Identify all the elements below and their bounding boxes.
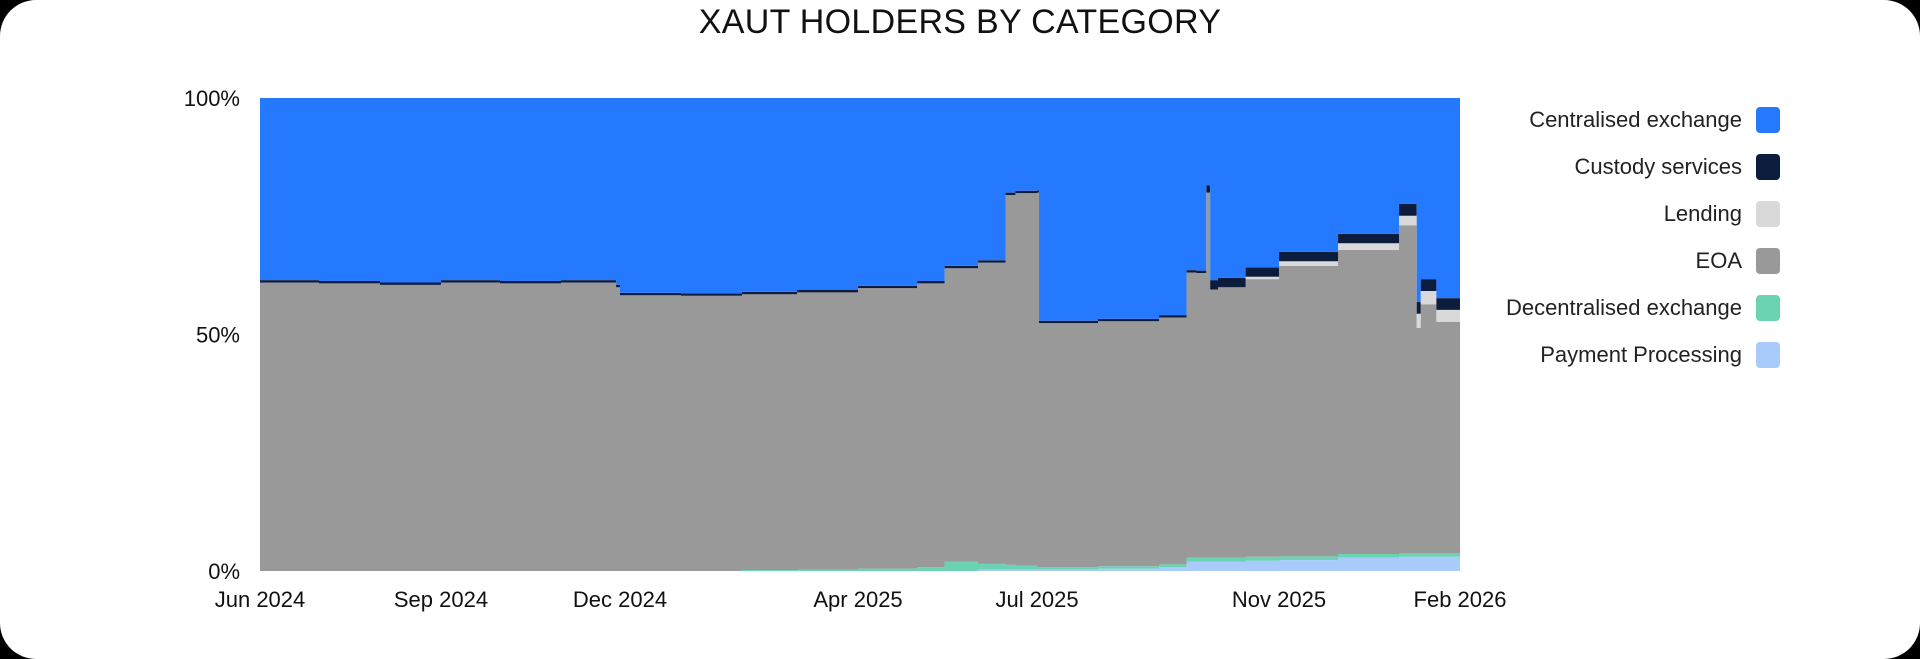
y-tick-label: 50% xyxy=(196,323,240,348)
legend-label: Payment Processing xyxy=(1540,341,1742,367)
x-tick-label: Dec 2024 xyxy=(573,587,667,612)
legend-swatch xyxy=(1756,247,1780,274)
area-payment-processing xyxy=(260,556,1460,571)
chart-title: XAUT HOLDERS BY CATEGORY xyxy=(698,3,1222,41)
legend-label: EOA xyxy=(1695,247,1742,273)
x-tick-label: Sep 2024 xyxy=(394,587,488,612)
y-tick-label: 100% xyxy=(184,86,240,111)
legend-swatch xyxy=(1756,106,1780,133)
y-tick-label: 0% xyxy=(208,559,240,584)
legend-swatch xyxy=(1756,200,1780,227)
legend-swatch xyxy=(1756,341,1780,368)
area-eoa xyxy=(260,192,1460,571)
area-series-group xyxy=(260,98,1460,571)
legend-label: Lending xyxy=(1663,200,1742,226)
area-decentralised-exchange xyxy=(260,553,1460,571)
legend-item[interactable]: Lending xyxy=(1506,190,1780,237)
legend-swatch xyxy=(1756,153,1780,180)
x-axis-ticks: Jun 2024 Sep 2024 Dec 2024 Apr 2025 Jul 2025… xyxy=(215,587,1507,612)
legend-item[interactable]: Centralised exchange xyxy=(1506,96,1780,143)
legend-item[interactable]: EOA xyxy=(1506,237,1780,284)
y-axis-ticks: 100% 50% 0% xyxy=(184,86,240,584)
x-tick-label: Nov 2025 xyxy=(1232,587,1326,612)
legend-item[interactable]: Payment Processing xyxy=(1506,331,1780,378)
legend-swatch xyxy=(1756,294,1780,321)
legend-item[interactable]: Custody services xyxy=(1506,143,1780,190)
x-tick-label: Jun 2024 xyxy=(215,587,306,612)
x-tick-label: Feb 2026 xyxy=(1414,587,1507,612)
area-centralised-exchange xyxy=(260,98,1460,321)
legend-item[interactable]: Decentralised exchange xyxy=(1506,284,1780,331)
legend-label: Custody services xyxy=(1574,153,1742,179)
legend-label: Centralised exchange xyxy=(1529,106,1742,132)
x-tick-label: Apr 2025 xyxy=(813,587,902,612)
chart-legend: Centralised exchange Custody services Lend… xyxy=(1506,96,1780,378)
x-tick-label: Jul 2025 xyxy=(995,587,1078,612)
legend-label: Decentralised exchange xyxy=(1505,294,1742,320)
